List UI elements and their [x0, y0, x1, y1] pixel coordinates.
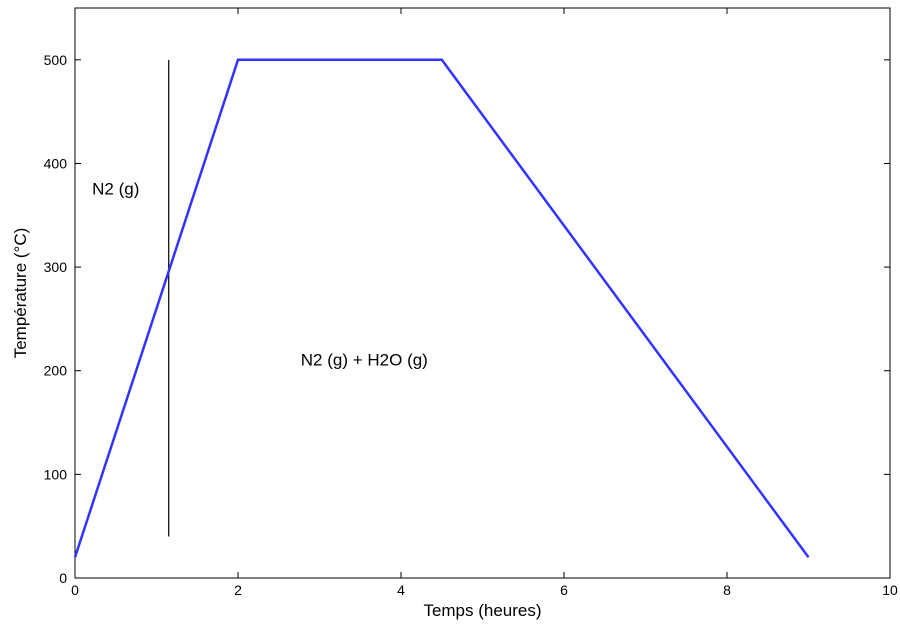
annotation-label: N2 (g) — [92, 180, 139, 199]
x-tick-label: 4 — [397, 582, 405, 598]
y-tick-label: 400 — [44, 155, 68, 171]
y-tick-labels: 0 100 200 300 400 500 — [44, 52, 68, 586]
x-tick-label: 0 — [71, 582, 79, 598]
x-tick-label: 6 — [560, 582, 568, 598]
x-tick-label: 8 — [723, 582, 731, 598]
annotation-label: N2 (g) + H2O (g) — [301, 351, 428, 370]
x-tick-labels: 0 2 4 6 8 10 — [71, 582, 898, 598]
x-tick-label: 2 — [234, 582, 242, 598]
y-tick-label: 200 — [44, 363, 68, 379]
y-axis-label: Température (°C) — [11, 228, 30, 359]
y-tick-label: 300 — [44, 259, 68, 275]
y-tick-label: 500 — [44, 52, 68, 68]
tick-marks — [74, 8, 891, 579]
y-tick-label: 0 — [59, 570, 67, 586]
annotations: N2 (g) N2 (g) + H2O (g) — [92, 180, 428, 370]
x-tick-label: 10 — [882, 582, 898, 598]
x-axis-label: Temps (heures) — [423, 601, 541, 620]
plot-frame — [74, 7, 891, 579]
y-tick-label: 100 — [44, 466, 68, 482]
temperature-series-line — [73, 58, 810, 559]
